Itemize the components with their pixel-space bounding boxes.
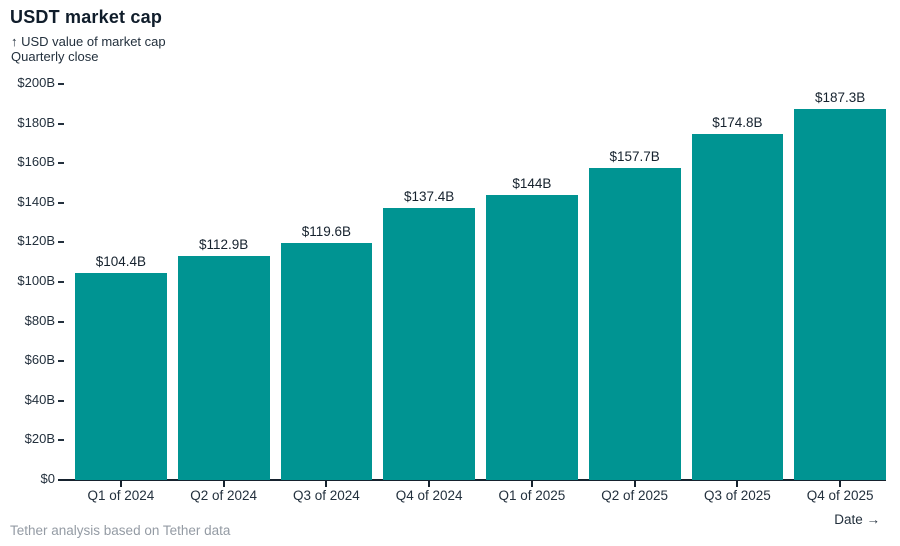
bar-value-label: $104.4B: [95, 254, 147, 270]
bar-value-label: $112.9B: [198, 237, 249, 253]
y-axis-tick-mark: [58, 399, 64, 402]
x-axis-tick-label: Q3 of 2025: [703, 488, 771, 503]
y-axis-tick-label: $200B: [17, 75, 55, 90]
y-axis-tick-label: $120B: [17, 233, 55, 249]
y-axis-tick-mark: [58, 360, 64, 363]
chart-title: USDT market cap: [10, 7, 163, 27]
x-axis-tick-mark: [222, 480, 225, 487]
y-axis-tick-label: $140B: [17, 193, 55, 209]
y-axis-tick-label: $80B: [24, 312, 55, 328]
chart-bar: [280, 243, 373, 480]
y-axis-tick-mark: [58, 201, 64, 204]
x-axis-line: [58, 479, 886, 481]
chart-bar: [383, 207, 475, 480]
x-axis-tick-mark: [428, 480, 431, 487]
y-axis-tick-label: $100B: [17, 273, 55, 288]
y-axis-tick-label: $60B: [24, 352, 55, 368]
y-axis-title-line2: Quarterly close: [11, 49, 99, 64]
x-axis-tick-label: Q3 of 2024: [292, 488, 360, 503]
y-axis-tick-label: $20B: [24, 431, 55, 447]
bar-value-label: $174.8B: [712, 114, 763, 130]
bar-value-label: $157.7B: [609, 148, 660, 164]
x-axis-tick-mark: [530, 480, 533, 487]
y-axis-tick-mark: [58, 281, 64, 283]
source-note: Tether analysis based on Tether data: [10, 523, 231, 538]
y-axis-tick-label: $40B: [24, 391, 55, 407]
x-axis-tick-label: Q1 of 2024: [87, 488, 155, 503]
x-axis-tick-mark: [325, 480, 328, 487]
x-axis-tick-label: Q4 of 2025: [806, 488, 874, 503]
y-axis-tick-label: $160B: [17, 154, 55, 170]
y-axis-title-line1: ↑ USD value of market cap: [11, 34, 166, 49]
bar-value-label: $137.4B: [403, 188, 455, 204]
x-axis-tick-mark: [839, 480, 842, 487]
x-axis-tick-label: Q2 of 2024: [190, 488, 258, 503]
y-axis-tick-mark: [58, 439, 64, 442]
x-axis-tick-label: Q4 of 2024: [395, 488, 463, 503]
chart-bar: [486, 194, 578, 480]
x-axis-tick-mark: [119, 480, 122, 487]
chart-bar: [794, 109, 886, 480]
y-axis-tick-mark: [58, 320, 64, 323]
x-axis-tick-mark: [736, 480, 739, 487]
x-axis-tick-label: Q1 of 2025: [498, 488, 566, 503]
y-axis-tick-mark: [58, 122, 64, 125]
y-axis-tick-mark: [58, 241, 64, 244]
y-axis-tick-label: $0: [40, 471, 55, 486]
x-axis-tick-label: Q2 of 2025: [601, 488, 669, 503]
y-axis-tick-label: $180B: [17, 114, 55, 130]
y-axis-tick-mark: [58, 162, 64, 165]
bar-value-label: $144B: [512, 175, 552, 191]
chart-bar: [75, 273, 167, 480]
bar-value-label: $119.6B: [301, 224, 352, 240]
bar-value-label: $187.3B: [814, 90, 866, 106]
y-axis-title: ↑ USD value of market cap Quarterly clos…: [11, 34, 166, 64]
x-axis-title: Date →: [834, 512, 880, 527]
chart-bar: [691, 133, 784, 480]
chart-bar: [588, 167, 681, 480]
y-axis-tick-mark: [58, 83, 64, 85]
chart-bar: [177, 256, 270, 480]
x-axis-tick-mark: [633, 480, 636, 487]
